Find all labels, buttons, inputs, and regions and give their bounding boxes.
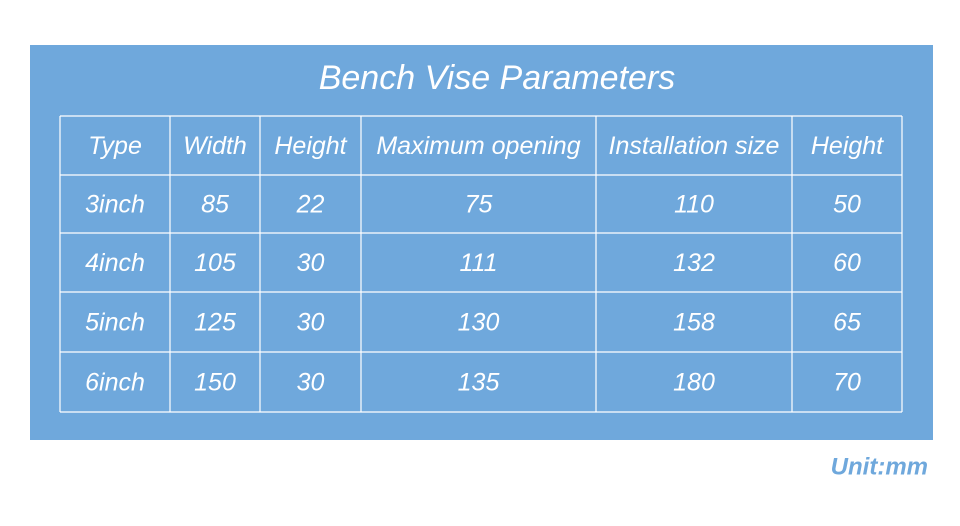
table-cell: 75 (465, 191, 493, 219)
table-cell: 180 (673, 369, 715, 397)
header-cell: Width (183, 132, 247, 160)
header-cell: Height (274, 132, 347, 160)
table-cell: 111 (459, 249, 497, 277)
table-cell: 30 (297, 309, 325, 337)
table-cell: 65 (833, 309, 861, 337)
table-cell: 3inch (85, 191, 145, 219)
unit-note: Unit:mm (831, 453, 928, 480)
header-cell: Installation size (609, 132, 780, 160)
table-cell: 4inch (85, 249, 145, 277)
table-cell: 85 (201, 191, 229, 219)
table-cell: 60 (833, 249, 861, 277)
table-cell: 5inch (85, 309, 145, 337)
table-cell: 50 (833, 191, 861, 219)
panel (30, 45, 933, 440)
table-cell: 125 (194, 309, 236, 337)
table-cell: 105 (194, 249, 236, 277)
table: Type Width Height Maximum opening Installati… (59, 115, 903, 413)
table-cell: 130 (458, 309, 500, 337)
header-cell: Maximum opening (376, 132, 580, 160)
table-cell: 135 (458, 369, 500, 397)
table-cell: 150 (194, 369, 236, 397)
table-cell: 22 (296, 191, 325, 219)
table-cell: 30 (297, 369, 325, 397)
table-cell: 158 (673, 309, 715, 337)
table-cell: 110 (674, 191, 714, 219)
header-cell: Type (88, 132, 142, 160)
table-cell: 30 (297, 249, 325, 277)
table-cell: 70 (833, 369, 861, 397)
table-title: Bench Vise Parameters (319, 59, 676, 97)
table-cell: 132 (673, 249, 715, 277)
table-cell: 6inch (85, 369, 145, 397)
header-cell: Height (811, 132, 884, 160)
